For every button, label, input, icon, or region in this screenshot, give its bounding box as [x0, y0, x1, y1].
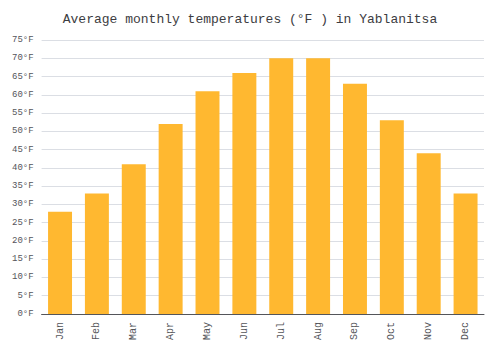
svg-text:35°F: 35°F	[12, 181, 34, 191]
svg-text:10°F: 10°F	[12, 272, 34, 282]
svg-text:Mar: Mar	[128, 322, 139, 340]
svg-text:Jul: Jul	[276, 322, 287, 340]
svg-text:Sep: Sep	[349, 322, 360, 340]
svg-text:Jan: Jan	[55, 322, 66, 340]
svg-text:55°F: 55°F	[12, 108, 34, 118]
svg-text:Oct: Oct	[386, 322, 397, 340]
svg-text:25°F: 25°F	[12, 218, 34, 228]
svg-text:40°F: 40°F	[12, 163, 34, 173]
svg-text:5°F: 5°F	[17, 291, 33, 301]
svg-text:Average monthly temperatures (: Average monthly temperatures (°F ) in Ya…	[63, 12, 438, 27]
svg-text:May: May	[202, 322, 213, 340]
svg-text:75°F: 75°F	[12, 35, 34, 45]
svg-text:45°F: 45°F	[12, 145, 34, 155]
svg-text:0°F: 0°F	[17, 309, 33, 319]
svg-text:60°F: 60°F	[12, 90, 34, 100]
svg-text:50°F: 50°F	[12, 126, 34, 136]
svg-text:Dec: Dec	[460, 322, 471, 340]
svg-text:20°F: 20°F	[12, 236, 34, 246]
svg-text:Nov: Nov	[423, 322, 434, 340]
svg-text:70°F: 70°F	[12, 53, 34, 63]
svg-text:65°F: 65°F	[12, 72, 34, 82]
svg-text:30°F: 30°F	[12, 199, 34, 209]
svg-text:15°F: 15°F	[12, 254, 34, 264]
svg-text:Apr: Apr	[165, 322, 176, 340]
svg-text:Aug: Aug	[313, 322, 324, 340]
svg-text:Feb: Feb	[91, 322, 102, 340]
svg-text:Jun: Jun	[239, 322, 250, 340]
